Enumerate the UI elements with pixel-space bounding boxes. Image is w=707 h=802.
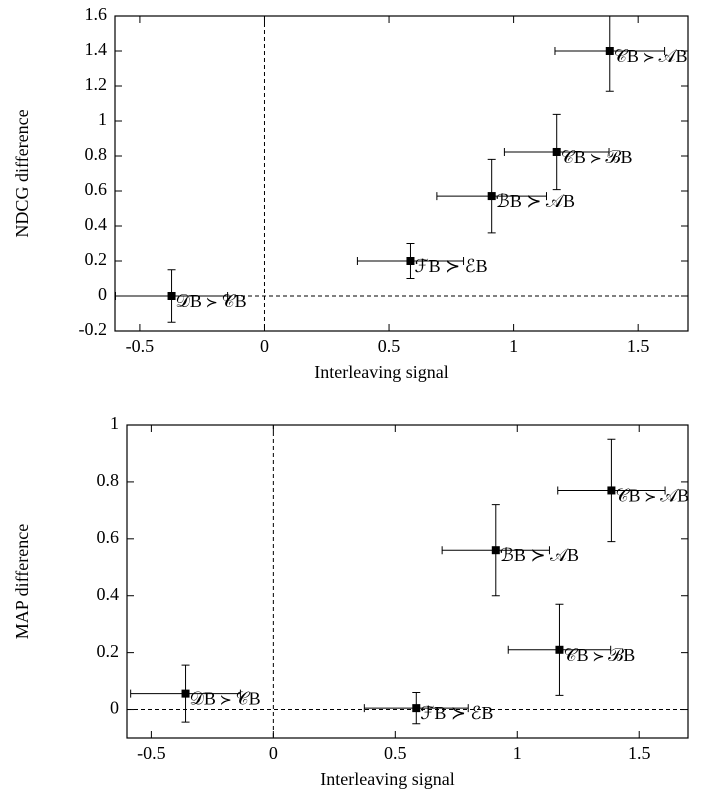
chart: -0.5 0 0.5 1 1.5 -0.2 0 0.2 0.4 0.6 0.8 1 1.2 1.4 1.6 I…: [12, 4, 689, 382]
x-tick-label: 1.5: [628, 743, 651, 763]
point: [552, 147, 561, 156]
point: [607, 486, 616, 495]
point-label: ℬB ≻ 𝒜B: [500, 545, 579, 565]
point: [487, 192, 496, 201]
data-layer: [115, 16, 666, 323]
data-layer: [130, 438, 666, 725]
point: [555, 645, 564, 654]
point-label: 𝒞B ≻ 𝒜B: [614, 46, 688, 66]
y-axis-label: NDCG difference: [12, 109, 32, 237]
x-axis-label: Interleaving signal: [320, 769, 454, 789]
point-label: 𝒟B ≻ 𝒞B: [176, 291, 247, 311]
y-tick-label: 0: [98, 284, 107, 304]
x-tick-label: 0.5: [378, 336, 401, 356]
y-tick-label: 0.8: [85, 144, 108, 164]
y-tick-label: 0.6: [97, 527, 120, 547]
point: [491, 546, 500, 555]
y-axis-label: MAP difference: [12, 524, 32, 639]
y-tick-label: 0: [110, 698, 119, 718]
x-tick-label: 0.5: [384, 743, 407, 763]
y-tick-label: 0.2: [97, 641, 120, 661]
point-label: 𝒞B ≻ ℬB: [561, 147, 633, 167]
y-tick-label: 1: [98, 109, 107, 129]
y-tick-label: 0.8: [97, 470, 120, 490]
y-tick-label: 0.4: [97, 584, 120, 604]
x-tick-label: -0.5: [126, 336, 155, 356]
point: [181, 689, 190, 698]
plot-frame: [126, 424, 689, 739]
chart: -0.5 0 0.5 1 1.5 0 0.2 0.4 0.6 0.8 1 Interleaving s…: [12, 413, 689, 789]
x-tick-label: 0: [269, 743, 278, 763]
y-tick-label: 1.6: [85, 4, 108, 24]
point-label: ℱB ≻ ℰB: [420, 703, 493, 723]
y-tick-label: 0.4: [85, 214, 108, 234]
point-label: 𝒟B ≻ 𝒞B: [190, 689, 261, 709]
point: [605, 47, 614, 55]
point-label: 𝒞B ≻ 𝒜B: [615, 485, 689, 505]
point-label: 𝒞B ≻ ℬB: [563, 645, 635, 665]
y-tick-label: 1: [110, 413, 119, 433]
y-tick-label: -0.2: [79, 319, 108, 339]
x-tick-label: 1.5: [627, 336, 650, 356]
plot-frame: [114, 15, 689, 332]
y-tick-label: 0.2: [85, 249, 108, 269]
x-axis-label: Interleaving signal: [314, 362, 448, 382]
y-tick-label: 1.4: [85, 39, 108, 59]
point-label: ℬB ≻ 𝒜B: [496, 191, 575, 211]
x-tick-label: 1: [513, 743, 522, 763]
point: [412, 704, 421, 713]
point: [167, 292, 176, 300]
x-tick-label: 1: [509, 336, 518, 356]
x-tick-label: -0.5: [137, 743, 166, 763]
point-label: ℱB ≻ ℰB: [414, 256, 487, 276]
x-tick-label: 0: [260, 336, 269, 356]
y-tick-label: 1.2: [85, 74, 108, 94]
y-tick-label: 0.6: [85, 179, 108, 199]
point: [406, 257, 415, 265]
